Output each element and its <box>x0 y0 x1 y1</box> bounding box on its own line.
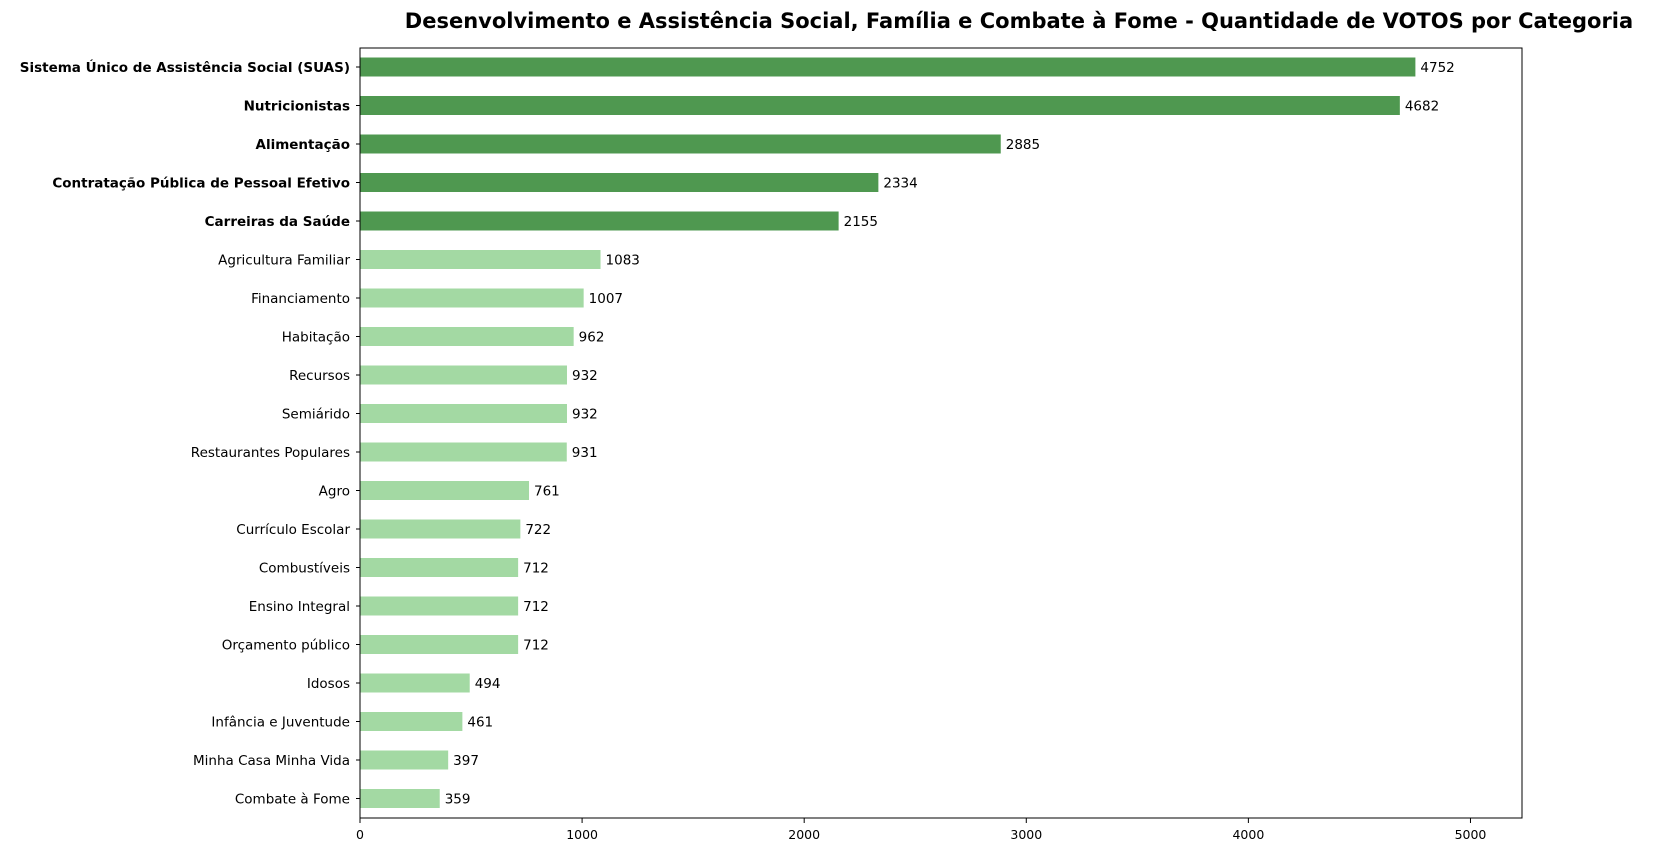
bar-value-label: 932 <box>572 407 598 423</box>
y-tick-label: Combate à Fome <box>235 792 350 808</box>
y-tick-label: Semiárido <box>282 407 350 423</box>
bar-value-label: 2155 <box>844 214 878 230</box>
bar-value-label: 2885 <box>1006 137 1040 153</box>
y-tick-label: Restaurantes Populares <box>191 445 350 461</box>
bar-value-label: 461 <box>467 715 493 731</box>
y-tick-label: Ensino Integral <box>249 599 350 615</box>
bar <box>360 288 584 308</box>
x-tick-label: 5000 <box>1455 827 1487 842</box>
y-tick-label: Infância e Juventude <box>211 715 350 731</box>
y-tick-label: Financiamento <box>251 291 350 307</box>
bar <box>360 327 574 346</box>
bar <box>360 635 519 654</box>
bar <box>360 481 530 500</box>
bar-value-label: 712 <box>523 561 549 577</box>
bar-value-label: 712 <box>523 599 549 615</box>
chart-title: Desenvolvimento e Assistência Social, Fa… <box>405 9 1633 33</box>
bar-value-label: 722 <box>525 522 551 538</box>
bar-value-label: 1083 <box>606 253 640 269</box>
y-tick-label: Currículo Escolar <box>236 522 350 538</box>
y-tick-label: Contratação Pública de Pessoal Efetivo <box>52 176 350 192</box>
x-tick-label: 2000 <box>788 827 820 842</box>
bar <box>360 96 1400 115</box>
x-tick-label: 1000 <box>566 827 598 842</box>
bar-value-label: 4682 <box>1405 99 1439 115</box>
bar <box>360 250 601 269</box>
y-tick-label: Agro <box>319 484 350 500</box>
y-tick-label: Combustíveis <box>259 561 350 577</box>
x-tick-label: 0 <box>356 827 364 842</box>
bar-value-label: 1007 <box>589 291 623 307</box>
bar <box>360 404 567 423</box>
bar <box>360 211 839 231</box>
y-tick-label: Recursos <box>289 368 350 384</box>
y-tick-label: Idosos <box>307 676 350 692</box>
bar <box>360 596 519 616</box>
bar <box>360 789 440 808</box>
bar <box>360 57 1416 77</box>
y-tick-label: Agricultura Familiar <box>218 253 350 269</box>
plot-area-frame <box>359 47 1523 819</box>
bar <box>360 750 449 770</box>
y-tick-label: Alimentação <box>256 137 351 153</box>
bar-value-label: 4752 <box>1420 60 1454 76</box>
bar <box>360 558 519 577</box>
bar-value-label: 962 <box>579 330 605 346</box>
bar <box>360 442 567 462</box>
bar <box>360 134 1001 154</box>
bar <box>360 673 470 693</box>
bar-value-label: 2334 <box>883 176 917 192</box>
bar-value-label: 494 <box>475 676 501 692</box>
y-tick-label: Orçamento público <box>222 638 350 654</box>
bar-value-label: 761 <box>534 484 560 500</box>
y-tick-label: Carreiras da Saúde <box>205 214 350 230</box>
bar-value-label: 397 <box>453 753 479 769</box>
y-tick-label: Habitação <box>282 330 350 346</box>
bar-value-label: 712 <box>523 638 549 654</box>
bar <box>360 519 521 539</box>
bar-value-label: 359 <box>445 792 471 808</box>
bar-value-label: 931 <box>572 445 598 461</box>
bar <box>360 173 879 192</box>
x-tick-label: 4000 <box>1232 827 1264 842</box>
x-tick-label: 3000 <box>1010 827 1042 842</box>
bar <box>360 712 463 731</box>
bar-value-label: 932 <box>572 368 598 384</box>
y-tick-label: Minha Casa Minha Vida <box>193 753 350 769</box>
y-tick-label: Sistema Único de Assistência Social (SUA… <box>20 58 350 76</box>
y-tick-label: Nutricionistas <box>244 99 350 115</box>
bar <box>360 365 567 385</box>
